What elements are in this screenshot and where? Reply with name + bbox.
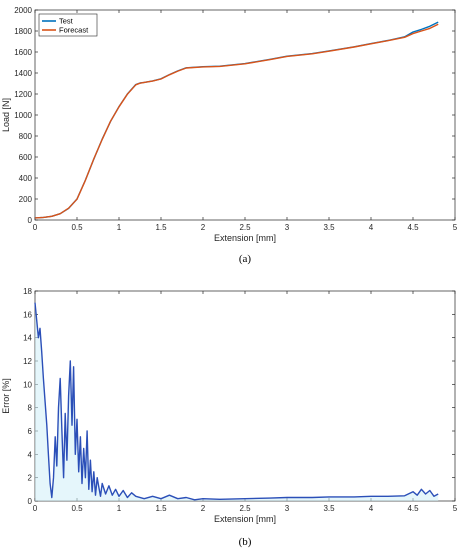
y-tick-label: 400 bbox=[19, 174, 33, 183]
plot-area bbox=[34, 9, 456, 221]
series-line-error bbox=[34, 302, 439, 501]
series-band bbox=[35, 302, 439, 501]
x-tick-label: 0.5 bbox=[71, 504, 83, 513]
x-tick-label: 3.5 bbox=[323, 223, 335, 232]
x-tick-label: 0.5 bbox=[71, 223, 83, 232]
y-tick-label: 4 bbox=[28, 450, 33, 459]
y-tick-label: 18 bbox=[23, 287, 32, 296]
y-tick-label: 1800 bbox=[14, 27, 32, 36]
panel-caption: (a) bbox=[239, 253, 252, 265]
y-tick-label: 16 bbox=[23, 310, 32, 319]
x-tick-label: 1.5 bbox=[155, 504, 167, 513]
y-tick-label: 6 bbox=[28, 427, 33, 436]
y-tick-label: 600 bbox=[19, 153, 33, 162]
y-tick-label: 200 bbox=[19, 195, 33, 204]
y-axis-label: Load [N] bbox=[1, 98, 11, 132]
y-tick-label: 14 bbox=[23, 334, 32, 343]
x-axis-label: Extension [mm] bbox=[214, 514, 276, 524]
error-extension-chart: 0 0.5 1 1.5 2 2.5 3 3.5 4 4.5 5 0 2 4 6 8 10 12 14 16 18 Exte… bbox=[1, 287, 458, 548]
y-tick-label: 12 bbox=[23, 357, 32, 366]
y-tick-label: 1200 bbox=[14, 90, 32, 99]
y-tick-label: 8 bbox=[28, 404, 33, 413]
x-tick-label: 0 bbox=[33, 223, 38, 232]
x-tick-label: 3 bbox=[285, 504, 290, 513]
series-line-forecast bbox=[34, 23, 439, 219]
plot-area bbox=[34, 290, 456, 502]
y-tick-label: 0 bbox=[28, 497, 33, 506]
y-tick-label: 1000 bbox=[14, 111, 32, 120]
x-tick-label: 4.5 bbox=[407, 504, 419, 513]
x-tick-label: 4 bbox=[369, 223, 374, 232]
x-tick-label: 5 bbox=[453, 223, 458, 232]
y-tick-label: 10 bbox=[23, 380, 32, 389]
x-axis-label: Extension [mm] bbox=[214, 233, 276, 243]
y-axis-label: Error [%] bbox=[1, 378, 11, 414]
y-tick-label: 1600 bbox=[14, 48, 32, 57]
x-tick-label: 4.5 bbox=[407, 223, 419, 232]
load-extension-chart: 0 0.5 1 1.5 2 2.5 3 3.5 4 4.5 5 0 200 400 600 800 1000 12… bbox=[1, 6, 458, 265]
x-tick-label: 4 bbox=[369, 504, 374, 513]
panel-caption: (b) bbox=[239, 536, 252, 548]
x-tick-label: 1 bbox=[117, 223, 122, 232]
y-tick-label: 1400 bbox=[14, 69, 32, 78]
x-tick-label: 1.5 bbox=[155, 223, 167, 232]
y-tick-label: 0 bbox=[28, 216, 33, 225]
x-tick-label: 2.5 bbox=[239, 223, 251, 232]
legend-label-forecast: Forecast bbox=[59, 26, 89, 35]
x-tick-label: 2 bbox=[201, 223, 206, 232]
y-tick-label: 2 bbox=[28, 474, 33, 483]
x-tick-label: 0 bbox=[33, 504, 38, 513]
x-tick-label: 2.5 bbox=[239, 504, 251, 513]
x-tick-label: 2 bbox=[201, 504, 206, 513]
x-tick-label: 3.5 bbox=[323, 504, 335, 513]
x-tick-label: 3 bbox=[285, 223, 290, 232]
y-tick-label: 800 bbox=[19, 132, 33, 141]
x-tick-label: 1 bbox=[117, 504, 122, 513]
y-tick-label: 2000 bbox=[14, 6, 32, 15]
legend-label-test: Test bbox=[59, 17, 74, 26]
x-tick-label: 5 bbox=[453, 504, 458, 513]
